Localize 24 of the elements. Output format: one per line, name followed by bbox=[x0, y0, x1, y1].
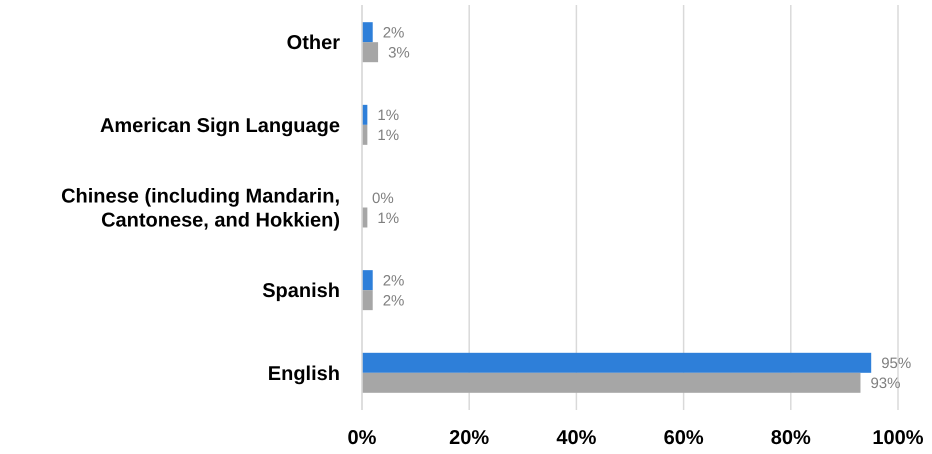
x-tick-label: 20% bbox=[449, 427, 490, 449]
data-label: 0% bbox=[372, 190, 394, 207]
y-tick-label: Chinese (including Mandarin, Cantonese, and Hokkien) bbox=[61, 186, 340, 232]
x-tick-label: 100% bbox=[872, 427, 924, 449]
data-label: 2% bbox=[382, 292, 404, 310]
x-tick-label: 0% bbox=[348, 427, 377, 449]
bar bbox=[362, 42, 378, 62]
bar bbox=[362, 352, 872, 373]
data-label: 2% bbox=[382, 272, 404, 290]
data-label: 93% bbox=[870, 375, 901, 392]
bar bbox=[362, 372, 860, 393]
y-tick-label: Spanish bbox=[262, 280, 340, 302]
y-tick-label: Other bbox=[286, 32, 340, 54]
x-tick-label: 80% bbox=[770, 427, 812, 449]
x-tick-label: 60% bbox=[664, 427, 704, 449]
data-label: 1% bbox=[377, 210, 400, 227]
x-tick-label: 40% bbox=[556, 427, 597, 449]
y-tick-label: English bbox=[268, 362, 340, 385]
y-tick-label: American Sign Language bbox=[100, 114, 340, 137]
data-label: 3% bbox=[388, 44, 410, 62]
data-label: 95% bbox=[881, 355, 912, 372]
data-label: 1% bbox=[377, 127, 400, 144]
data-label: 2% bbox=[382, 24, 404, 42]
data-label: 1% bbox=[377, 107, 400, 124]
